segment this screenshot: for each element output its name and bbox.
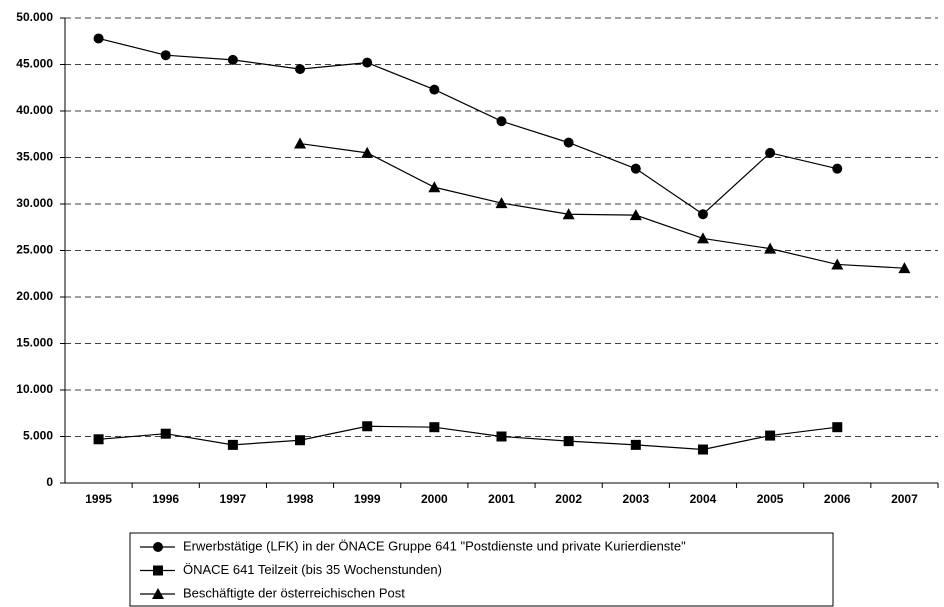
data-point <box>629 209 642 221</box>
data-point <box>93 33 104 44</box>
series-line <box>98 37 838 215</box>
legend-label: ÖNACE 641 Teilzeit (bis 35 Wochenstunden… <box>183 562 442 577</box>
legend-label: Beschäftigte der österreichischen Post <box>183 585 405 600</box>
legend-marker <box>152 588 164 599</box>
x-tick-label: 2000 <box>421 492 448 506</box>
x-tick-label: 1995 <box>85 492 112 506</box>
data-point <box>898 262 911 274</box>
series-line <box>98 425 838 451</box>
data-point <box>563 436 574 447</box>
data-point <box>697 444 708 455</box>
data-point <box>429 84 440 95</box>
y-tick-label: 15.000 <box>16 336 53 350</box>
x-tick-label: 2001 <box>488 492 515 506</box>
data-point <box>831 258 844 270</box>
data-point <box>294 137 307 149</box>
data-point <box>428 181 441 193</box>
x-tick-label: 2005 <box>757 492 784 506</box>
data-point <box>697 209 708 220</box>
data-point <box>765 430 776 441</box>
x-tick-label: 1997 <box>220 492 247 506</box>
data-point <box>496 431 507 442</box>
x-tick-label: 1996 <box>152 492 179 506</box>
legend-marker <box>153 542 163 552</box>
data-point <box>495 197 508 209</box>
data-point <box>227 54 238 65</box>
x-tick-label: 2007 <box>891 492 918 506</box>
data-point <box>765 147 776 158</box>
data-point <box>696 232 709 244</box>
x-tick-label: 2006 <box>824 492 851 506</box>
data-point <box>630 163 641 174</box>
data-point <box>361 146 374 158</box>
data-point <box>496 116 507 127</box>
data-point <box>429 422 440 433</box>
legend-label: Erwerbstätige (LFK) in der ÖNACE Gruppe … <box>183 538 686 553</box>
data-point <box>160 428 171 439</box>
series-line <box>299 142 905 269</box>
legend-box <box>129 532 834 607</box>
y-tick-label: 45.000 <box>16 57 53 71</box>
data-point <box>562 208 575 220</box>
data-point <box>227 439 238 450</box>
y-tick-label: 10.000 <box>16 382 53 396</box>
y-tick-label: 40.000 <box>16 103 53 117</box>
y-tick-label: 35.000 <box>16 150 53 164</box>
legend-marker <box>153 565 163 576</box>
y-tick-label: 50.000 <box>16 10 53 24</box>
data-point <box>93 434 104 445</box>
data-point <box>832 422 843 433</box>
data-point <box>160 50 171 61</box>
data-point <box>630 439 641 450</box>
y-tick-label: 20.000 <box>16 289 53 303</box>
data-point <box>832 163 843 174</box>
y-tick-label: 25.000 <box>16 243 53 257</box>
x-tick-label: 2004 <box>690 492 717 506</box>
x-tick-label: 2002 <box>555 492 582 506</box>
data-point <box>295 64 306 75</box>
y-tick-label: 5.000 <box>23 429 53 443</box>
data-point <box>563 137 574 148</box>
x-tick-label: 1998 <box>287 492 314 506</box>
data-point <box>764 242 777 254</box>
data-point <box>362 421 373 432</box>
data-point <box>362 57 373 68</box>
y-tick-label: 0 <box>46 475 53 489</box>
y-tick-label: 30.000 <box>16 196 53 210</box>
x-tick-label: 2003 <box>622 492 649 506</box>
x-tick-label: 1999 <box>354 492 381 506</box>
data-point <box>295 435 306 446</box>
